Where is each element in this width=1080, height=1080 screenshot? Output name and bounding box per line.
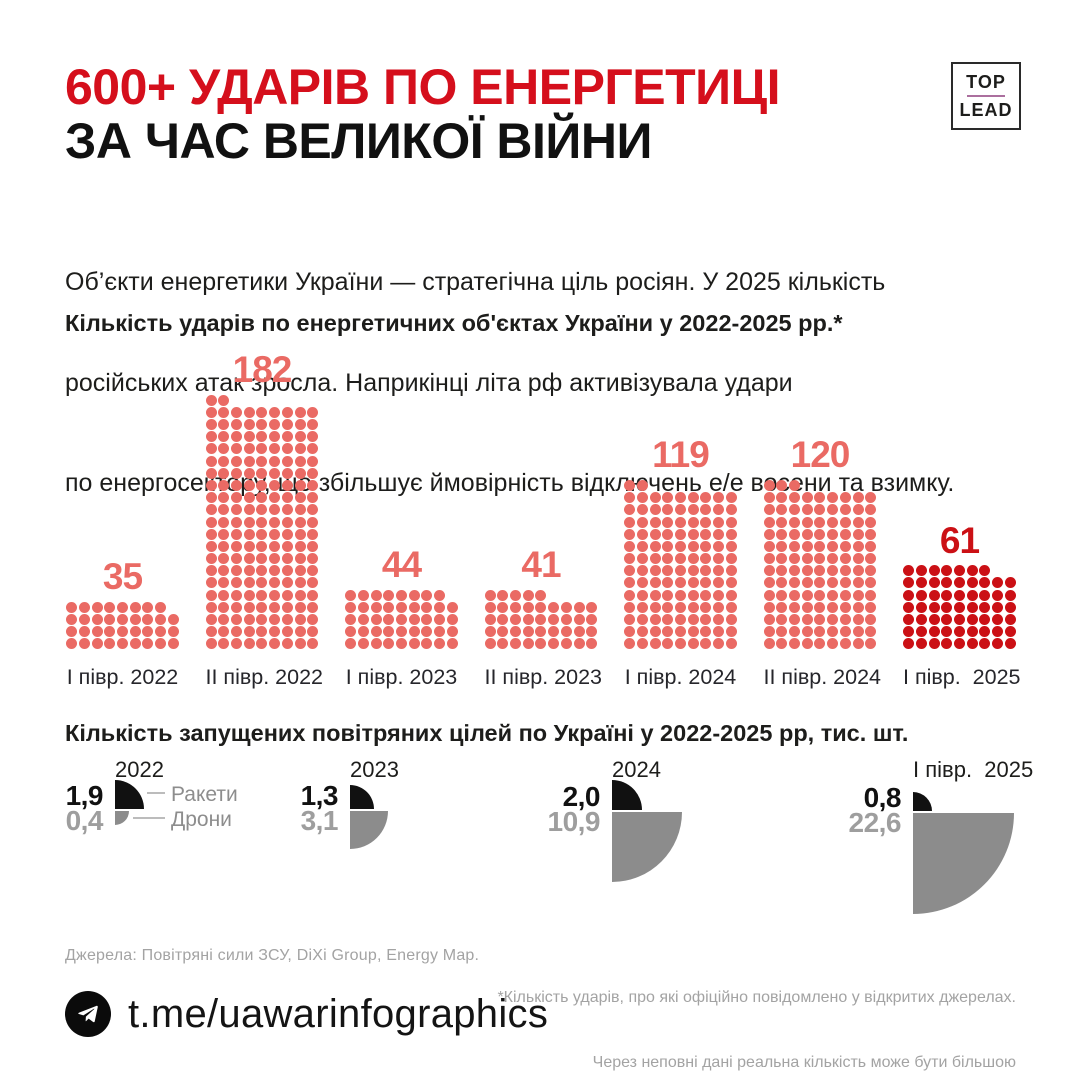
intro-paragraph: Об’єкти енергетики України — стратегічна… [65, 199, 954, 568]
bar-value-label: 119 [652, 434, 710, 476]
bar-dot-grid [205, 394, 319, 650]
pie-value-rockets: 1,3 [300, 780, 339, 811]
bar-column: 182 [205, 349, 319, 650]
bar-column: 35 [66, 558, 179, 650]
bar-dot-grid [763, 479, 877, 650]
intro-line: російських атак зросла. Наприкінці літа … [65, 368, 793, 397]
bar-value-label: 35 [102, 556, 143, 598]
quarter-drones [612, 812, 682, 882]
sources-text: Джерела: Повітряні сили ЗСУ, DiXi Group,… [65, 947, 480, 964]
bar-dot-grid [903, 565, 1016, 650]
toplead-logo: TOP LEAD [951, 62, 1021, 130]
legend-connector-drones [133, 817, 165, 819]
bar-value-label: 61 [939, 519, 980, 561]
air-targets-chart-title: Кількість запущених повітряних цілей по … [65, 720, 909, 746]
bar-column: 61 [903, 519, 1016, 650]
footnote-text: *Кількість ударів, про які офіційно пові… [497, 944, 1016, 1080]
quarter-rockets [115, 780, 144, 809]
legend-label-drones: Дрони [171, 808, 232, 831]
bar-category-label: І півр. 2022 [66, 665, 179, 689]
bar-category-label: І півр. 2023 [345, 665, 458, 689]
quarter-rockets [350, 785, 374, 809]
footnote-line: Через неповні дані реальна кількість мож… [592, 1053, 1016, 1071]
footnote-line: *Кількість ударів, про які офіційно пові… [497, 989, 1016, 1006]
bar-column: 120 [763, 434, 877, 650]
pie-year-label: 2024 [612, 757, 661, 782]
telegram-link[interactable]: t.me/uawarinfographics [65, 991, 548, 1037]
main-title-line1: 600+ УДАРІВ ПО ЕНЕРГЕТИЦІ [65, 59, 781, 115]
bar-dot-grid [345, 589, 458, 650]
quarter-rockets [913, 792, 932, 811]
bar-value-label: 44 [381, 544, 422, 586]
pie-value-labels: 1,3 3,1 [300, 780, 339, 836]
strikes-bar-chart: 35 182 44 41 119 120 61 [66, 340, 1016, 650]
quarter-drones [115, 811, 129, 825]
intro-line: Об’єкти енергетики України — стратегічна… [65, 268, 886, 296]
toplead-logo-top-text: TOP [966, 72, 1006, 92]
bar-dot-grid [66, 601, 179, 650]
pie-value-labels: 1,9 0,4 [65, 780, 104, 836]
legend-connector-rockets [147, 792, 165, 794]
pie-value-drones: 3,1 [300, 805, 339, 836]
telegram-icon [65, 991, 111, 1037]
bar-category-label: ІІ півр. 2022 [205, 665, 324, 689]
pie-year-label: І півр. 2025 [913, 757, 1034, 782]
bar-column: 44 [345, 546, 458, 650]
toplead-logo-divider [967, 95, 1005, 97]
main-title-line2: ЗА ЧАС ВЕЛИКОЇ ВІЙНИ [65, 113, 652, 169]
pie-value-rockets: 1,9 [65, 780, 104, 811]
bar-column: 119 [624, 436, 737, 650]
pie-year-label: 2023 [350, 757, 399, 782]
bar-value-label: 120 [790, 434, 851, 476]
bar-dot-grid [624, 479, 737, 650]
quarter-drones [350, 811, 388, 849]
strikes-bar-chart-axis: І півр. 2022 ІІ півр. 2022 І півр. 2023 ІІ … [66, 665, 1021, 690]
bar-value-label: 182 [232, 349, 293, 391]
bar-category-label: ІІ півр. 2023 [484, 665, 603, 689]
bar-category-label: І півр. 2025 [903, 665, 1021, 689]
pie-value-labels: 0,8 22,6 [848, 782, 902, 838]
quarter-rockets [612, 780, 642, 810]
strikes-chart-title: Кількість ударів по енергетичних об'єкта… [65, 310, 843, 336]
pie-value-drones: 10,9 [547, 806, 601, 837]
pie-value-rockets: 2,0 [562, 781, 601, 812]
quarter-drones [913, 813, 1014, 914]
pie-value-drones: 22,6 [848, 807, 902, 838]
pie-value-labels: 2,0 10,9 [547, 781, 601, 837]
bar-category-label: ІІ півр. 2024 [763, 665, 882, 689]
bar-dot-grid [484, 589, 598, 650]
bar-value-label: 41 [521, 544, 561, 586]
pie-year-label: 2022 [115, 757, 164, 782]
telegram-handle-text: t.me/uawarinfographics [128, 991, 549, 1036]
legend-label-rockets: Ракети [171, 783, 238, 806]
pie-value-drones: 0,4 [65, 805, 104, 836]
toplead-logo-bottom-text: LEAD [959, 100, 1013, 120]
bar-column: 41 [484, 544, 598, 650]
bar-category-label: І півр. 2024 [624, 665, 737, 689]
pie-value-rockets: 0,8 [863, 782, 902, 813]
